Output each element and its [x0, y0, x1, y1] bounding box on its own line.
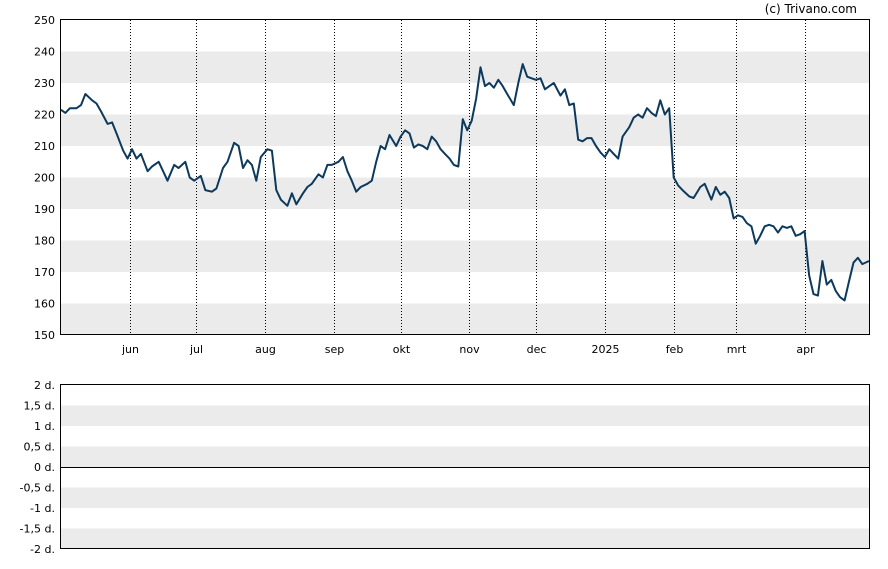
- x-tick-label: apr: [796, 343, 815, 356]
- main-chart-y-ticks: 250 240 230 220 210 200 190 180 170 160 150: [34, 14, 55, 342]
- sub-chart-bands: [61, 405, 869, 549]
- x-tick-label: dec: [527, 343, 547, 356]
- band: [61, 528, 869, 549]
- y-tick-label: 0,5 d.: [24, 441, 55, 454]
- y-tick-label: -2 d.: [30, 543, 55, 556]
- x-tick-label: 2025: [592, 343, 620, 356]
- band: [61, 405, 869, 426]
- band: [61, 487, 869, 508]
- x-tick-label: feb: [666, 343, 684, 356]
- price-series-line: [60, 63, 870, 302]
- y-tick-label: 0 d.: [34, 461, 55, 474]
- y-tick-label: -1,5 d.: [20, 523, 55, 536]
- x-tick-label: sep: [325, 343, 344, 356]
- y-tick-label: 160: [34, 298, 55, 311]
- y-tick-label: 170: [34, 266, 55, 279]
- y-tick-label: -0,5 d.: [20, 482, 55, 495]
- band: [61, 51, 869, 83]
- sub-chart-frame: [60, 384, 870, 549]
- y-tick-label: -1 d.: [30, 502, 55, 515]
- x-tick-label: aug: [255, 343, 276, 356]
- credit-label: (c) Trivano.com: [765, 2, 857, 16]
- y-tick-label: 1,5 d.: [24, 400, 55, 413]
- band: [61, 177, 869, 209]
- y-tick-label: 210: [34, 140, 55, 153]
- y-tick-label: 150: [34, 329, 55, 342]
- y-tick-label: 1 d.: [34, 420, 55, 433]
- x-tick-label: nov: [459, 343, 480, 356]
- band: [61, 303, 869, 335]
- band: [61, 114, 869, 146]
- y-tick-label: 180: [34, 235, 55, 248]
- main-chart-frame: [60, 19, 870, 335]
- y-tick-label: 230: [34, 77, 55, 90]
- sub-chart-y-ticks: 2 d. 1,5 d. 1 d. 0,5 d. 0 d. -0,5 d. -1 d. -1,5…: [20, 379, 55, 556]
- x-tick-label: jul: [189, 343, 203, 356]
- x-tick-label: mrt: [727, 343, 747, 356]
- y-tick-label: 220: [34, 109, 55, 122]
- y-tick-label: 2 d.: [34, 379, 55, 392]
- y-tick-label: 190: [34, 203, 55, 216]
- main-chart-x-ticks: jun jul aug sep okt nov dec 2025 feb mrt apr: [121, 343, 815, 356]
- y-tick-label: 200: [34, 172, 55, 185]
- main-chart-bands: [61, 51, 869, 335]
- y-tick-label: 240: [34, 46, 55, 59]
- x-tick-label: jun: [121, 343, 139, 356]
- y-tick-label: 250: [34, 14, 55, 27]
- band: [61, 240, 869, 272]
- x-tick-label: okt: [393, 343, 411, 356]
- band: [61, 446, 869, 467]
